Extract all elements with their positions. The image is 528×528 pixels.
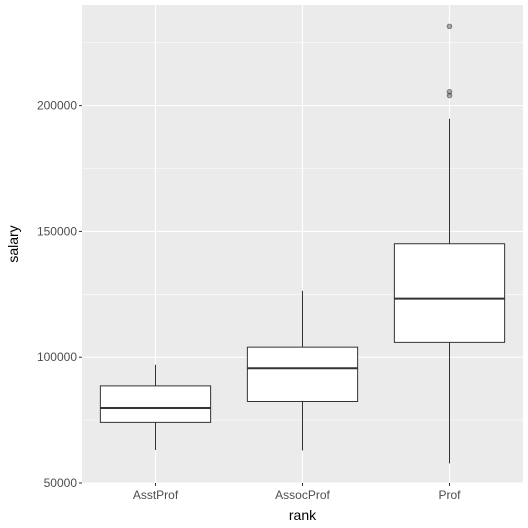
- y-tick-label: 50000: [44, 476, 78, 490]
- y-tick-label: 200000: [37, 99, 77, 113]
- y-tick-label: 150000: [37, 224, 77, 238]
- y-axis: 50000 100000 150000 200000: [37, 99, 82, 490]
- outlier-point: [446, 88, 453, 95]
- y-tick-label: 100000: [37, 350, 77, 364]
- x-tick-label: Prof: [438, 488, 461, 502]
- x-tick-label: AssocProf: [275, 488, 330, 502]
- y-axis-title: salary: [5, 225, 21, 262]
- outlier-point: [446, 23, 453, 30]
- outlier-point: [446, 92, 453, 99]
- iqr-box: [99, 385, 212, 423]
- box-Prof: [393, 23, 506, 464]
- box-series: [99, 23, 506, 464]
- box-AssocProf: [246, 290, 359, 451]
- box-AsstProf: [99, 364, 212, 451]
- x-axis-title: rank: [289, 507, 317, 523]
- iqr-box: [246, 346, 359, 402]
- x-axis: AsstProf AssocProf Prof: [133, 483, 461, 502]
- x-tick-label: AsstProf: [133, 488, 179, 502]
- iqr-box: [393, 243, 506, 343]
